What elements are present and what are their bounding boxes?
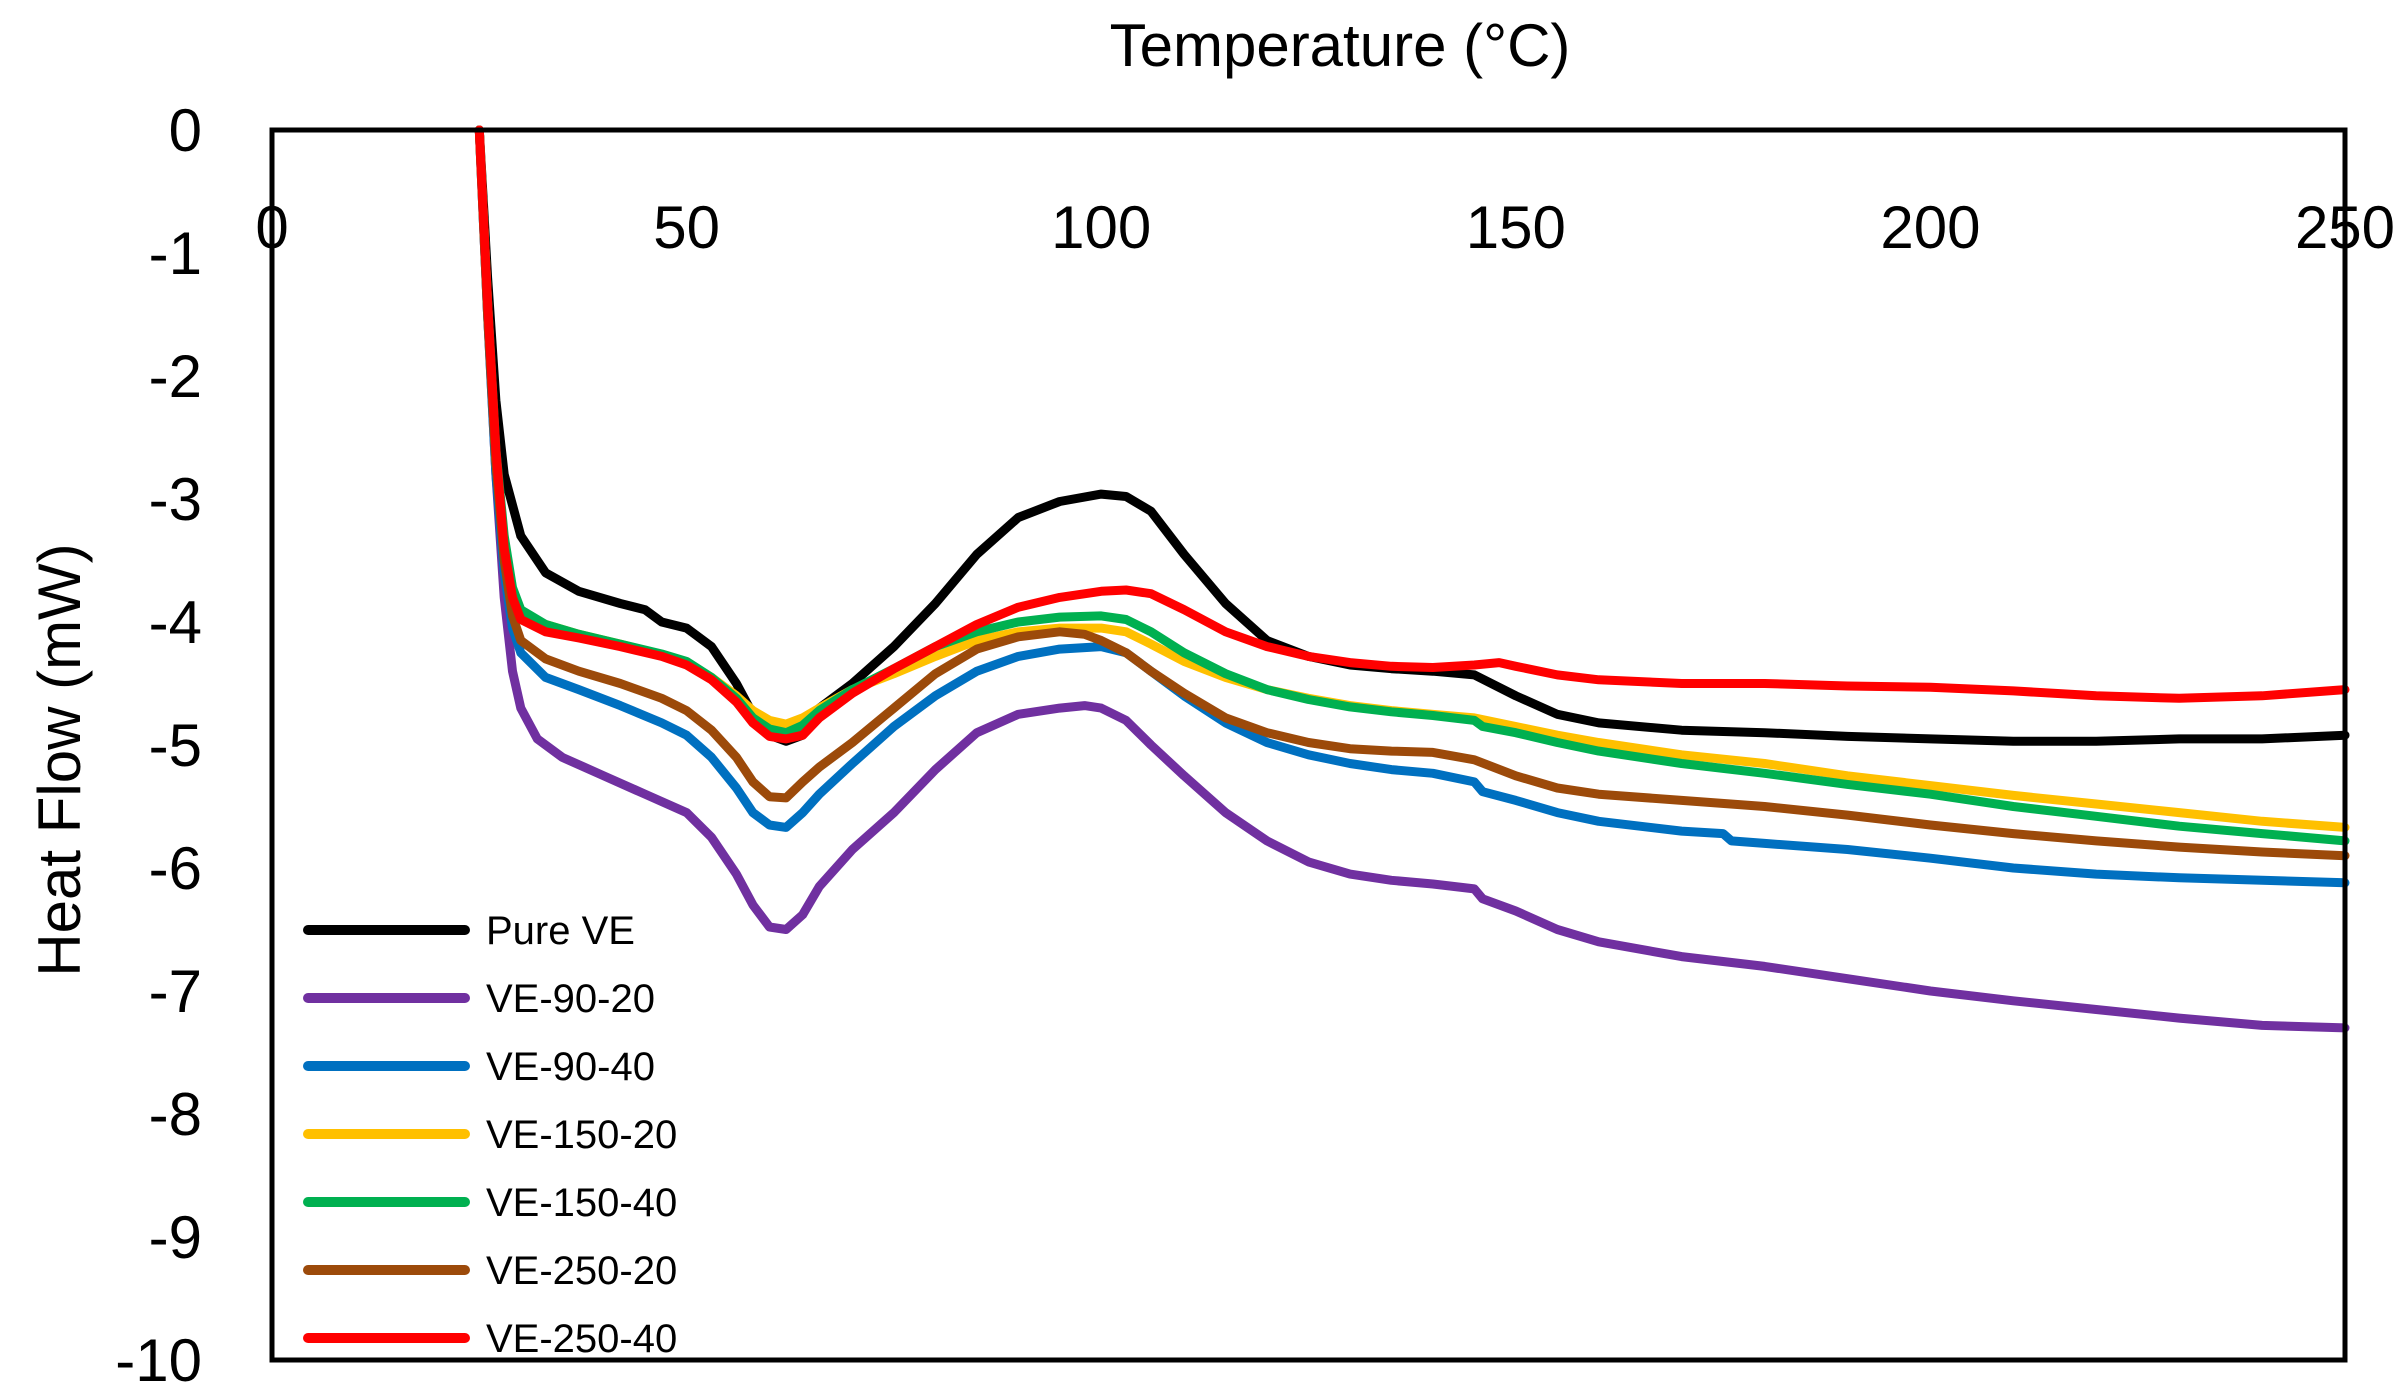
y-tick-label: -7 [149,958,202,1025]
x-axis-title: Temperature (°C) [1110,12,1571,79]
series-line-1 [474,125,2350,1033]
y-tick-label: -3 [149,466,202,533]
x-tick-label: 200 [1880,194,1980,261]
y-tick-label: -4 [149,589,202,656]
series-line-2 [474,125,2350,888]
y-tick-label: -10 [115,1327,202,1394]
legend-label: VE-250-40 [486,1317,677,1361]
series-line-0 [474,125,2350,746]
series-line-6 [474,125,2350,744]
legend-label: VE-150-40 [486,1181,677,1225]
legend-label: VE-250-20 [486,1249,677,1293]
y-tick-label: -1 [149,220,202,287]
series-line-5 [474,125,2350,861]
y-tick-label: -5 [149,712,202,779]
legend-label: VE-90-40 [486,1045,655,1089]
y-axis-title: Heat Flow (mW) [26,543,93,976]
y-axis-ticks: 0 -1 -2 -3 -4 -5 -6 -7 -8 -9 -10 [115,97,202,1394]
series-lines [474,125,2350,1033]
series-line-4 [474,125,2350,846]
x-tick-label: 100 [1051,194,1151,261]
y-tick-label: -6 [149,835,202,902]
legend-label: VE-150-20 [486,1113,677,1157]
y-tick-label: 0 [169,97,202,164]
y-tick-label: -2 [149,343,202,410]
plot-area-border [269,127,2348,1363]
legend: Pure VE VE-90-20 VE-90-40 VE-150-20 VE-150-4… [303,909,677,1361]
x-tick-label: 50 [653,194,720,261]
y-tick-label: -8 [149,1081,202,1148]
legend-label: VE-90-20 [486,977,655,1021]
y-tick-label: -9 [149,1204,202,1271]
x-tick-label: 150 [1466,194,1566,261]
x-axis-ticks: 0 50 100 150 200 250 [255,194,2395,261]
legend-label: Pure VE [486,909,635,953]
